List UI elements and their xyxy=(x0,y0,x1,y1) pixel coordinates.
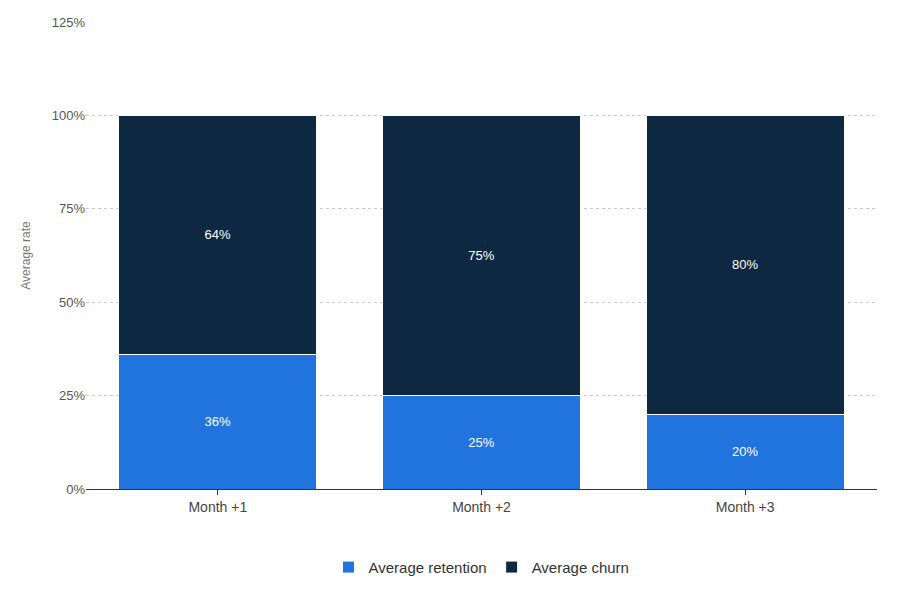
svg-text:75%: 75% xyxy=(468,248,494,263)
svg-text:80%: 80% xyxy=(732,257,758,272)
svg-text:Average churn: Average churn xyxy=(532,559,629,576)
svg-text:Month +2: Month +2 xyxy=(452,499,511,515)
svg-text:100%: 100% xyxy=(52,108,86,123)
svg-text:Average retention: Average retention xyxy=(369,559,487,576)
svg-text:20%: 20% xyxy=(732,444,758,459)
svg-text:50%: 50% xyxy=(59,295,85,310)
svg-text:64%: 64% xyxy=(205,227,231,242)
svg-text:Average rate: Average rate xyxy=(19,221,33,290)
svg-text:0%: 0% xyxy=(66,482,85,497)
svg-text:75%: 75% xyxy=(59,201,85,216)
svg-text:25%: 25% xyxy=(59,388,85,403)
svg-text:36%: 36% xyxy=(205,414,231,429)
svg-text:Month +3: Month +3 xyxy=(716,499,775,515)
svg-text:125%: 125% xyxy=(52,15,86,30)
svg-text:25%: 25% xyxy=(468,435,494,450)
svg-text:Month +1: Month +1 xyxy=(188,499,247,515)
